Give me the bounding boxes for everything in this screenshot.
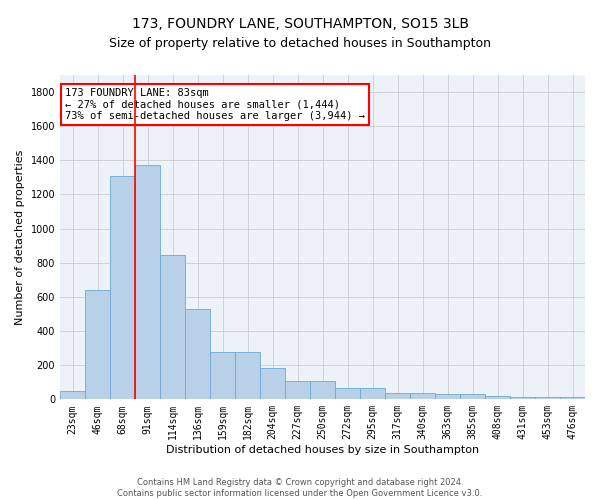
Bar: [535, 397, 560, 400]
X-axis label: Distribution of detached houses by size in Southampton: Distribution of detached houses by size …: [166, 445, 479, 455]
Bar: [510, 397, 535, 400]
Bar: [260, 368, 285, 400]
Bar: [485, 396, 510, 400]
Bar: [135, 166, 160, 400]
Bar: [335, 388, 360, 400]
Bar: [410, 392, 435, 400]
Text: Contains HM Land Registry data © Crown copyright and database right 2024.
Contai: Contains HM Land Registry data © Crown c…: [118, 478, 482, 498]
Bar: [385, 392, 410, 400]
Bar: [110, 176, 135, 400]
Text: 173, FOUNDRY LANE, SOUTHAMPTON, SO15 3LB: 173, FOUNDRY LANE, SOUTHAMPTON, SO15 3LB: [131, 18, 469, 32]
Bar: [60, 391, 85, 400]
Y-axis label: Number of detached properties: Number of detached properties: [15, 150, 25, 325]
Text: Size of property relative to detached houses in Southampton: Size of property relative to detached ho…: [109, 38, 491, 51]
Bar: [160, 255, 185, 400]
Bar: [185, 309, 210, 400]
Bar: [460, 394, 485, 400]
Bar: [310, 382, 335, 400]
Text: 173 FOUNDRY LANE: 83sqm
← 27% of detached houses are smaller (1,444)
73% of semi: 173 FOUNDRY LANE: 83sqm ← 27% of detache…: [65, 88, 365, 121]
Bar: [235, 352, 260, 400]
Bar: [85, 290, 110, 400]
Bar: [210, 352, 235, 400]
Bar: [285, 382, 310, 400]
Bar: [560, 397, 585, 400]
Bar: [360, 388, 385, 400]
Bar: [435, 394, 460, 400]
